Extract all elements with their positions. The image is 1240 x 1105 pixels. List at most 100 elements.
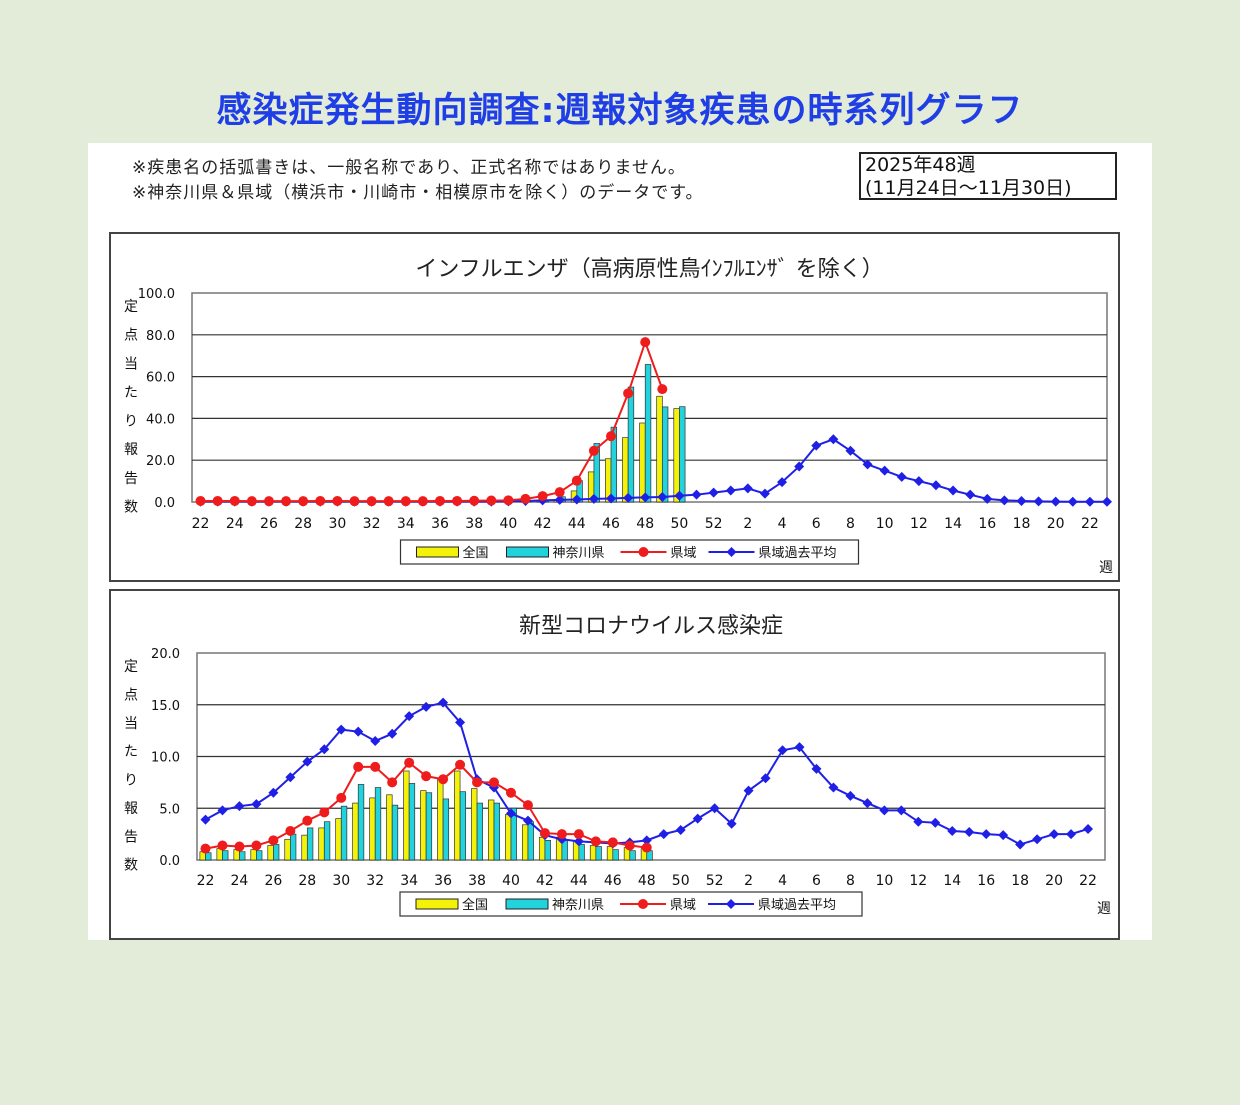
point-kako — [674, 490, 685, 501]
point-kako — [743, 785, 754, 796]
point-kako — [913, 816, 924, 827]
point-kako — [930, 480, 941, 491]
point-kako — [387, 728, 398, 739]
point-kenkiki — [349, 496, 360, 507]
bar-kanagawa — [644, 364, 652, 503]
influenza-chart: インフルエンザ（高病原性鳥ｲﾝﾌﾙｴﾝｻﾞ を除く） 0.0 20.0 40.0 60.… — [124, 257, 1113, 576]
point-kako — [1083, 823, 1094, 834]
x-tick-label: 2 — [743, 516, 752, 532]
point-kako — [692, 813, 703, 824]
point-kako — [658, 829, 669, 840]
bar-kanagawa — [593, 443, 600, 503]
legend-label: 全国 — [462, 897, 488, 913]
legend-label: 県域過去平均 — [759, 546, 837, 561]
x-tick-label: 34 — [400, 873, 418, 889]
point-kako — [588, 493, 599, 504]
point-kenkiki — [234, 841, 245, 852]
x-tick-label: 10 — [876, 516, 894, 532]
x-tick-label: 40 — [499, 516, 517, 532]
x-tick-label: 38 — [468, 873, 486, 889]
bar-kanagawa — [527, 821, 534, 861]
point-kako — [573, 836, 584, 847]
x-tick-label: 46 — [602, 516, 620, 532]
point-kenkiki — [503, 495, 514, 506]
bar-kanagawa — [239, 851, 246, 861]
x-tick-label: 34 — [397, 516, 415, 532]
y-axis-label-char: 数 — [124, 858, 138, 874]
x-tick-label: 36 — [434, 873, 452, 889]
point-kenkiki — [387, 777, 398, 788]
point-kako — [726, 818, 737, 829]
bar-kanagawa — [476, 802, 483, 861]
point-kako — [268, 787, 279, 798]
bar-kanagawa — [510, 807, 517, 861]
x-tick-label: 52 — [706, 873, 724, 889]
point-kako — [1084, 496, 1095, 507]
point-kako — [981, 829, 992, 840]
point-kako — [742, 483, 753, 494]
y-axis-label-char: 定 — [124, 299, 138, 315]
x-tick-label: 16 — [977, 873, 995, 889]
x-tick-label: 6 — [812, 873, 821, 889]
point-kako — [438, 697, 449, 708]
legend-swatch — [505, 898, 549, 910]
point-kako — [913, 476, 924, 487]
bar-zenkoku — [589, 845, 597, 861]
bar-zenkoku — [488, 799, 495, 861]
y-tick-label: 20.0 — [146, 454, 175, 469]
point-kako — [1102, 496, 1112, 507]
y-tick-label: 20.0 — [151, 647, 180, 662]
bar-zenkoku — [437, 777, 444, 861]
bar-kanagawa — [459, 791, 467, 861]
point-kako — [1049, 829, 1060, 840]
point-kako — [965, 489, 976, 500]
point-kenkiki — [370, 761, 381, 772]
point-kenkiki — [195, 495, 206, 506]
point-kenkiki — [571, 475, 582, 486]
bar-zenkoku — [386, 794, 393, 861]
bar-kanagawa — [340, 805, 348, 861]
y-axis-label-char: 告 — [124, 829, 138, 845]
x-tick-label: 48 — [636, 516, 654, 532]
legend-marker — [726, 547, 737, 557]
bar-zenkoku — [639, 422, 646, 503]
point-kako — [828, 434, 839, 445]
legend-label: 県域 — [670, 898, 696, 913]
legend-label: 神奈川県 — [553, 546, 605, 561]
x-tick-label: 44 — [568, 516, 586, 532]
page-title: 感染症発生動向調査:週報対象疾患の時系列グラフ — [216, 91, 1024, 131]
point-kenkiki — [623, 388, 634, 399]
point-kako — [200, 814, 211, 825]
bar-kanagawa — [578, 844, 585, 861]
point-kenkiki — [404, 757, 415, 768]
legend-label: 県域 — [671, 546, 697, 561]
x-tick-label: 32 — [363, 516, 381, 532]
legend-label: 県域過去平均 — [758, 898, 836, 913]
x-tick-label: 50 — [671, 516, 689, 532]
point-kako — [999, 495, 1010, 506]
y-tick-label: 10.0 — [151, 751, 180, 766]
y-tick-label: 5.0 — [159, 802, 180, 817]
bar-kanagawa — [289, 833, 297, 861]
point-kako — [1066, 829, 1077, 840]
x-tick-label: 30 — [328, 516, 346, 532]
bar-zenkoku — [335, 818, 342, 861]
chart-title: インフルエンザ（高病原性鳥ｲﾝﾌﾙｴﾝｻﾞ を除く） — [415, 257, 883, 282]
y-axis-label-char: 定 — [124, 659, 138, 675]
x-tick-label: 36 — [431, 516, 449, 532]
point-kenkiki — [606, 431, 617, 442]
point-kenkiki — [588, 445, 599, 456]
x-tick-label: 52 — [705, 516, 723, 532]
line-kenkiki — [200, 339, 664, 503]
x-tick-label: 4 — [778, 873, 787, 889]
bar-kanagawa — [661, 406, 669, 503]
bar-zenkoku — [403, 770, 410, 861]
x-tick-label: 28 — [294, 516, 312, 532]
legend-swatch — [506, 546, 549, 558]
point-kako — [1032, 834, 1043, 845]
bar-kanagawa — [425, 792, 433, 861]
bar-kanagawa — [256, 850, 263, 861]
influenza-chart-panel: インフルエンザ（高病原性鳥ｲﾝﾌﾙｴﾝｻﾞ を除く） 0.0 20.0 40.0 60.… — [109, 232, 1120, 582]
point-kenkiki — [229, 495, 240, 506]
point-kenkiki — [489, 777, 500, 788]
